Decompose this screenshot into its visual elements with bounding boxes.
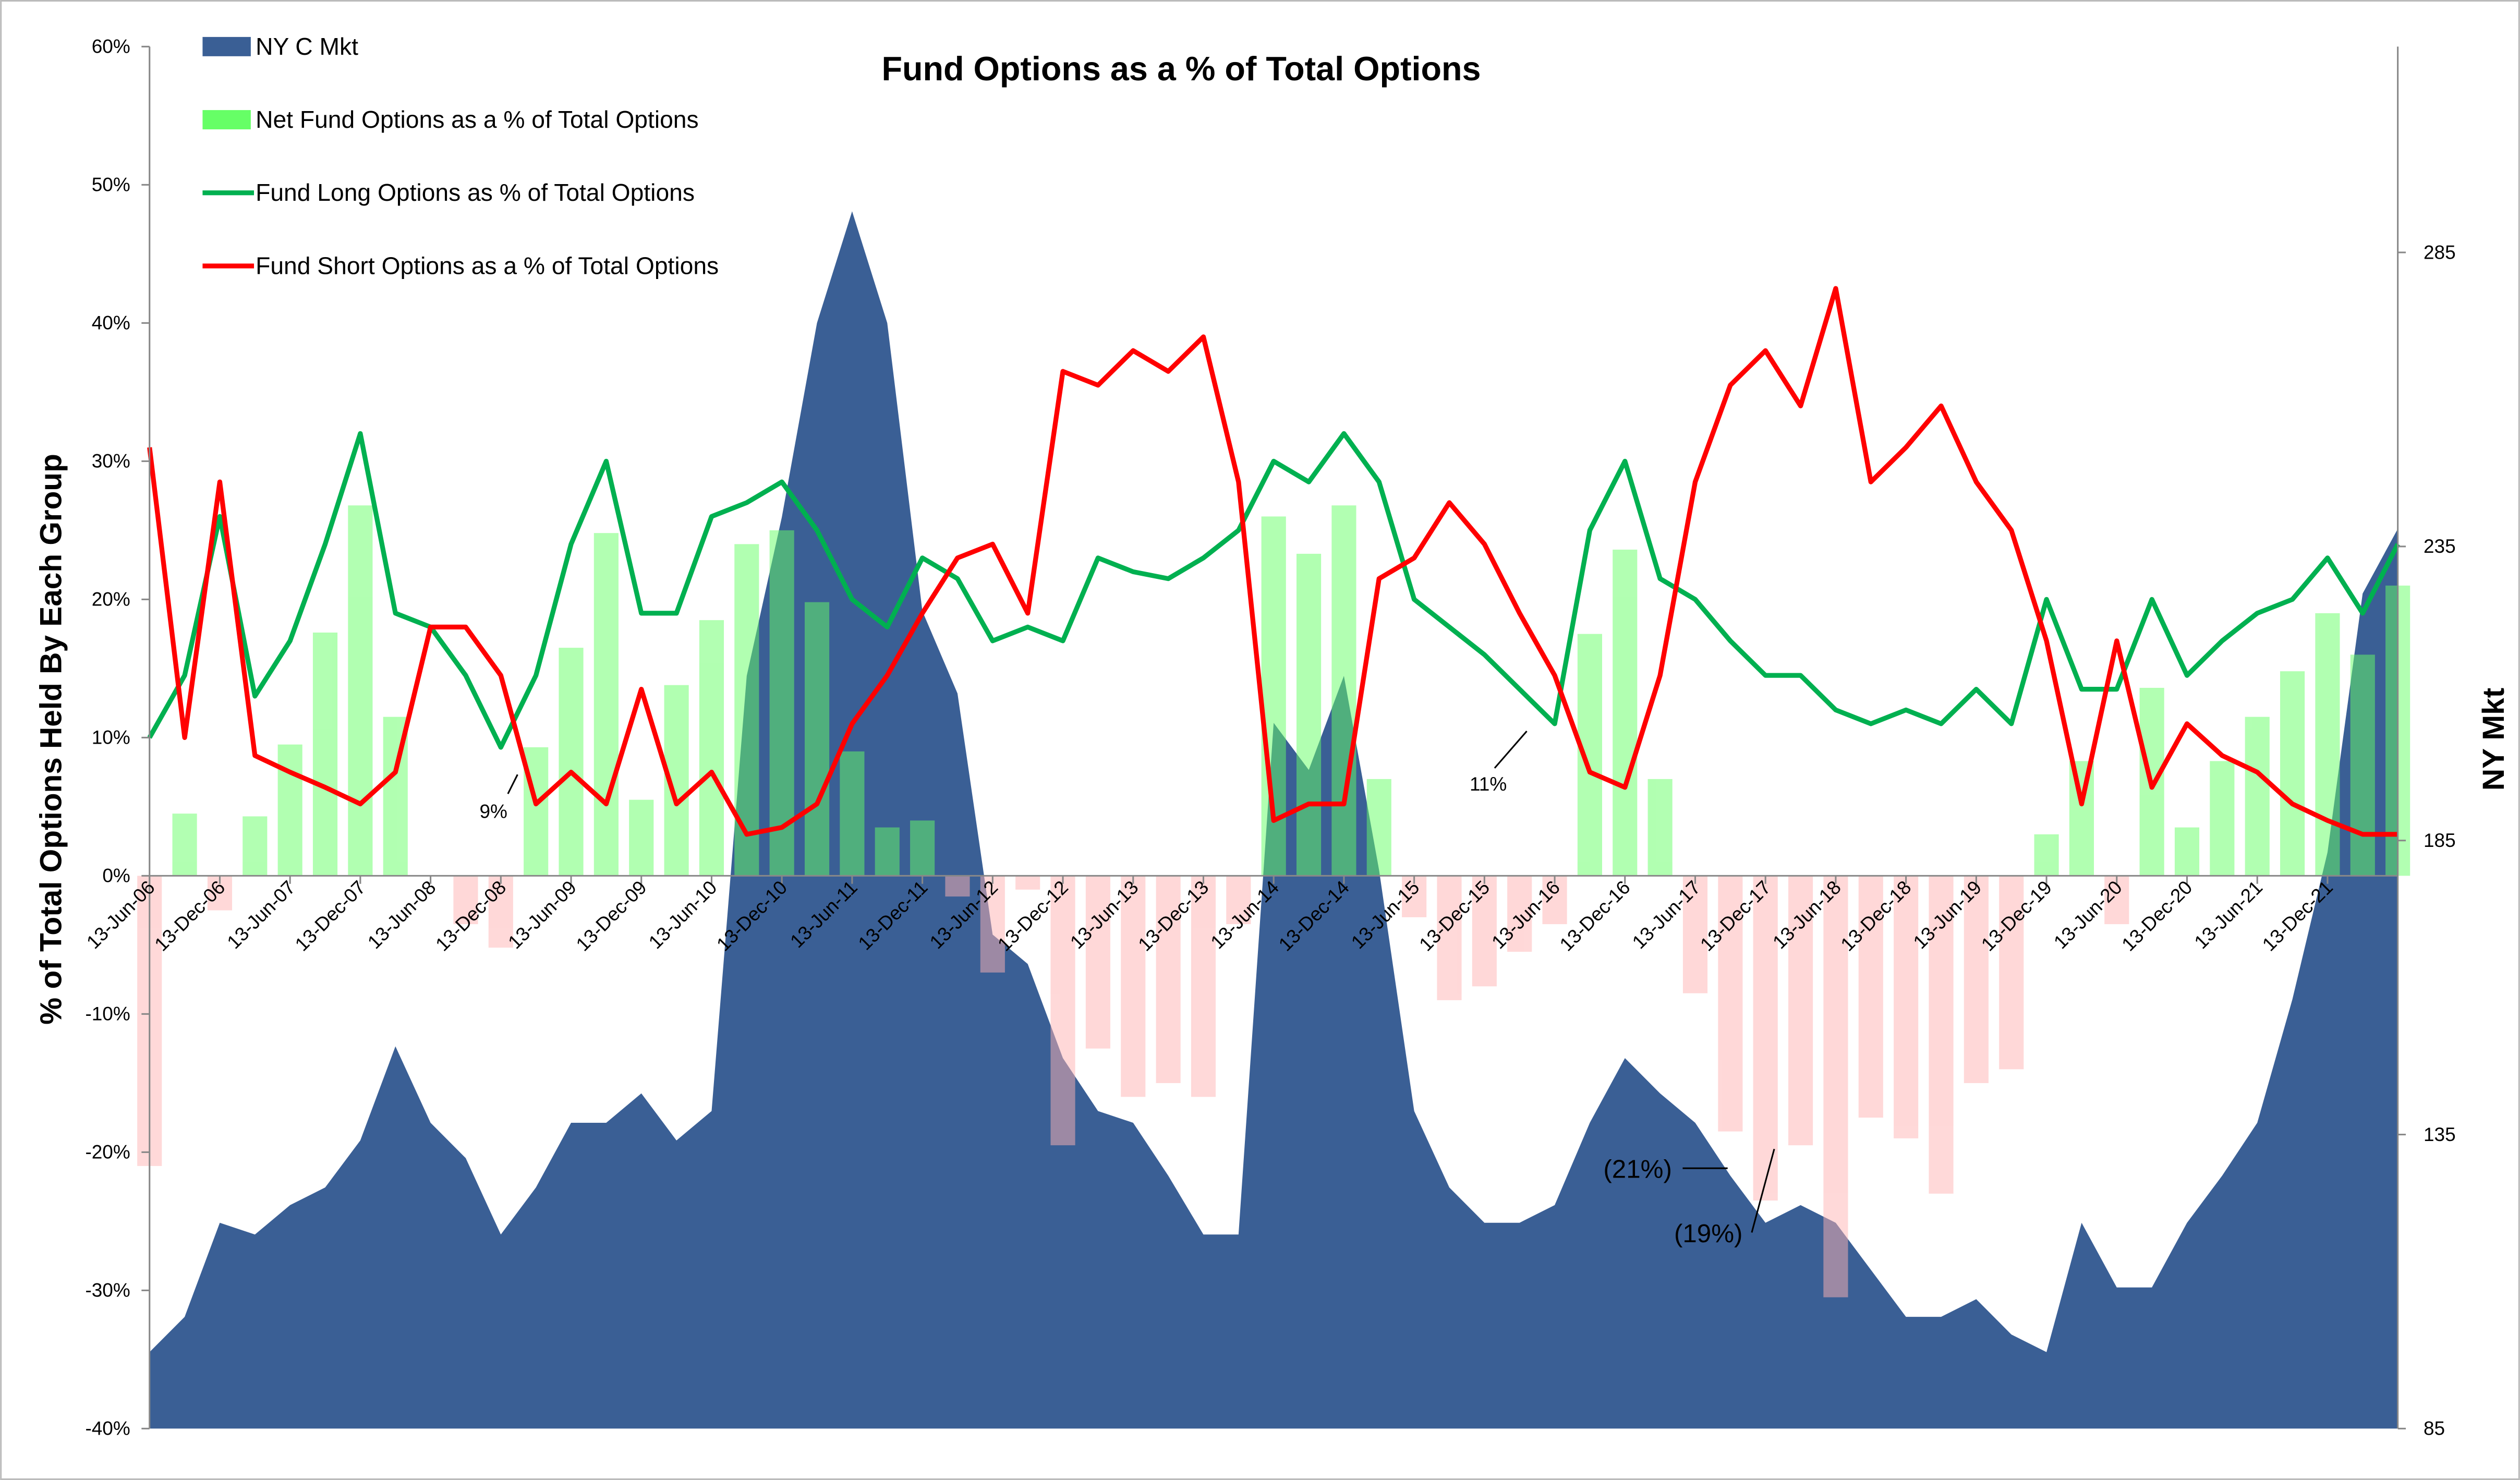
bar — [875, 827, 900, 876]
bar — [1929, 876, 1954, 1194]
bar — [2350, 654, 2375, 876]
bar — [312, 632, 338, 876]
bar-layer — [137, 505, 2410, 1297]
y-tick-label: 10% — [92, 727, 130, 748]
legend-swatch — [202, 37, 251, 56]
bar — [1226, 876, 1251, 925]
bar — [488, 876, 513, 948]
y-tick-label: 50% — [92, 174, 130, 196]
bar — [1156, 876, 1181, 1083]
legend: NY C Mkt Net Fund Options as a % of Total… — [202, 33, 719, 279]
bar — [2034, 834, 2059, 876]
legend-label: Net Fund Options as a % of Total Options — [256, 106, 699, 133]
bar — [1050, 876, 1075, 1146]
bar — [2104, 876, 2129, 925]
y2-tick-label: 235 — [2424, 536, 2456, 557]
y-tick-label: -10% — [85, 1003, 130, 1025]
y2-tick-label: 85 — [2424, 1418, 2445, 1439]
y2-tick-label: 185 — [2424, 830, 2456, 851]
y-axis-label: % of Total Options Held By Each Group — [34, 454, 68, 1025]
annotation: (21%) — [1603, 1155, 1672, 1184]
bar — [243, 816, 268, 876]
line — [147, 286, 2398, 837]
y-tick-label: 30% — [92, 451, 130, 472]
bar — [1858, 876, 1883, 1118]
bar — [1191, 876, 1216, 1097]
bar — [277, 744, 302, 876]
y2-axis-label: NY Mkt — [2477, 688, 2511, 791]
bar — [2174, 827, 2200, 876]
bar — [1999, 876, 2024, 1070]
bar — [2280, 671, 2305, 876]
bar — [1121, 876, 1146, 1097]
legend-label: Fund Short Options as a % of Total Optio… — [256, 252, 719, 279]
bar — [1542, 876, 1567, 925]
chart-title: Fund Options as a % of Total Options — [881, 50, 1481, 88]
legend-swatch — [202, 110, 251, 130]
bar — [910, 820, 935, 876]
bar — [1296, 553, 1322, 876]
y-tick-label: 60% — [92, 36, 130, 57]
annotation: 9% — [479, 800, 507, 822]
y2-tick-label: 285 — [2424, 241, 2456, 263]
bar — [1753, 876, 1778, 1201]
bar — [1085, 876, 1110, 1049]
bar — [1613, 549, 1638, 876]
annotation-leader — [1494, 731, 1528, 769]
annotation: (19%) — [1674, 1219, 1743, 1248]
bar — [1718, 876, 1743, 1132]
y-tick-label: -20% — [85, 1142, 130, 1163]
bar — [559, 648, 584, 876]
bar — [1437, 876, 1462, 1000]
y-tick-label: 20% — [92, 589, 130, 610]
bar — [734, 544, 759, 876]
bar — [1507, 876, 1532, 952]
bar — [2315, 613, 2340, 876]
bar — [1682, 876, 1708, 993]
legend-label: NY C Mkt — [256, 33, 358, 60]
bar — [804, 602, 830, 876]
line — [147, 431, 2400, 750]
bar — [2069, 761, 2094, 876]
y2-tick-label: 135 — [2424, 1124, 2456, 1145]
bar — [593, 533, 619, 876]
annotation-leader — [507, 774, 518, 794]
bar — [1015, 876, 1040, 890]
bar — [980, 876, 1005, 973]
bar — [172, 814, 197, 876]
bar — [699, 620, 724, 876]
bar — [840, 751, 865, 876]
bar — [1331, 505, 1356, 876]
bar — [629, 799, 654, 876]
bar — [945, 876, 970, 897]
y-tick-label: 40% — [92, 312, 130, 334]
y-tick-label: -30% — [85, 1280, 130, 1301]
bar — [1788, 876, 1813, 1146]
annotation-leader — [1751, 1148, 1775, 1233]
bar — [1366, 779, 1391, 876]
bar — [348, 505, 373, 876]
legend-label: Fund Long Options as % of Total Options — [256, 179, 695, 206]
line-layer — [147, 286, 2400, 837]
y-tick-label: -40% — [85, 1418, 130, 1439]
bar — [1647, 779, 1673, 876]
bar — [1964, 876, 1989, 1083]
bar — [2245, 717, 2270, 876]
y-tick-label: 0% — [102, 865, 130, 887]
bar — [1472, 876, 1497, 987]
bar — [1894, 876, 1919, 1138]
bar — [1823, 876, 1848, 1297]
bar — [2210, 761, 2235, 876]
bar — [453, 876, 478, 925]
annotation: 11% — [1470, 773, 1507, 795]
bar — [769, 530, 794, 876]
